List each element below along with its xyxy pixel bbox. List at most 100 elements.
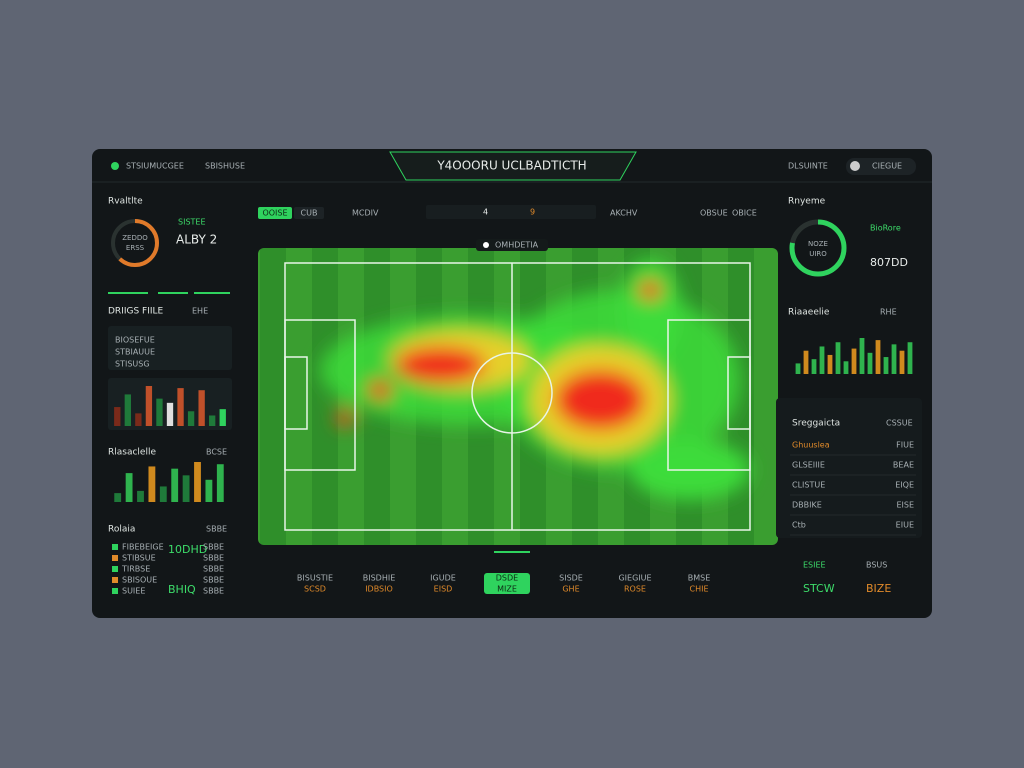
tab[interactable] <box>294 207 324 219</box>
stat-label: DSDE <box>496 574 518 583</box>
tab-active[interactable] <box>258 207 292 219</box>
bar <box>875 340 881 374</box>
bar <box>216 464 224 502</box>
list-item: STIBSUE <box>122 554 156 563</box>
brand: STSIUMUCGEE <box>126 162 184 171</box>
caption: SISTEE <box>178 218 206 227</box>
score-bar <box>426 205 596 219</box>
stat: AKCHV <box>610 209 638 218</box>
table-cell: FIUE <box>896 441 914 450</box>
table-cell: EIQE <box>895 481 914 490</box>
nav-item[interactable]: SBISHUSE <box>205 162 245 171</box>
stat-value: IDBSIO <box>365 585 393 594</box>
logo <box>111 162 119 170</box>
avatar <box>850 161 860 171</box>
value: 807DD <box>870 256 908 269</box>
legend-swatch <box>112 588 118 594</box>
list-item: FIBEBEIGE <box>122 543 164 552</box>
panel-tag: EHE <box>192 307 208 316</box>
list-title: Rolaia <box>108 525 135 535</box>
stat-label: BMSE <box>688 574 711 583</box>
legend-swatch <box>112 544 118 550</box>
gauge-title: Rvaltlte <box>108 197 143 207</box>
bar <box>194 462 201 502</box>
bar <box>205 479 213 502</box>
stat-value: EISD <box>434 585 453 594</box>
stat-value: SCSD <box>304 585 326 594</box>
bar <box>891 344 897 374</box>
list-item: TIRBSE <box>121 565 150 574</box>
label: BioRore <box>870 224 901 233</box>
list-tag: SBBE <box>203 565 224 574</box>
gauge-title: Rnyeme <box>788 197 826 207</box>
list-tag: SBBE <box>203 587 224 596</box>
bar <box>135 413 142 426</box>
stat-value: GHE <box>562 585 579 594</box>
user-name[interactable]: DLSUINTE <box>788 162 828 171</box>
bar <box>819 346 825 374</box>
stat-label: BISDHIE <box>363 574 396 583</box>
bar <box>219 409 226 426</box>
bar <box>859 338 865 374</box>
heatmap <box>320 260 750 500</box>
list-tag: SBBE <box>203 554 224 563</box>
stat-label: BISUSTIE <box>297 574 333 583</box>
bar <box>899 350 905 374</box>
gauge-text: ZEDDO <box>122 234 148 242</box>
bar <box>867 352 873 374</box>
bar <box>209 415 216 426</box>
bar <box>835 342 841 374</box>
stat-label: SISDE <box>559 574 583 583</box>
stat-value: CHIE <box>689 585 708 594</box>
row: STISUSG <box>115 360 150 369</box>
search-box[interactable] <box>846 158 916 175</box>
bar <box>883 357 889 374</box>
stat-value: ROSE <box>624 585 646 594</box>
legend-swatch <box>112 577 118 583</box>
bar <box>795 363 801 374</box>
bar <box>843 361 849 374</box>
bar <box>907 342 913 374</box>
bar <box>114 493 122 502</box>
bar <box>187 411 195 426</box>
list-tag: SBBE <box>203 576 224 585</box>
row: STBIAUUE <box>115 348 155 357</box>
stat-label: IGUDE <box>430 574 456 583</box>
bar <box>851 348 857 374</box>
bar <box>125 473 133 502</box>
bar <box>137 490 144 502</box>
list-item: SBISOUE <box>122 576 157 585</box>
chart-title: Riaaeelie <box>788 308 830 318</box>
panel <box>108 326 232 370</box>
bar <box>156 398 163 426</box>
bar <box>159 486 167 502</box>
table-cell: CLISTUE <box>792 481 825 490</box>
list-big: 10DHD <box>168 543 207 556</box>
table-cell: DBBIKE <box>792 501 822 510</box>
bar <box>198 390 205 426</box>
list-item: SUIEE <box>122 587 145 596</box>
table-title: Sreggaicta <box>792 419 840 429</box>
bar <box>803 350 809 374</box>
chart-tag: RHE <box>880 308 897 317</box>
panel-title: DRIIGS FIILE <box>108 307 164 317</box>
table-tag: CSSUE <box>886 419 913 428</box>
filter[interactable]: MCDIV <box>352 209 379 218</box>
score-right: 9 <box>530 208 535 217</box>
list-tag: SBBE <box>206 525 227 534</box>
pitch-badge <box>476 239 548 251</box>
table-panel <box>776 398 922 538</box>
search-text: CIEGUE <box>872 162 902 171</box>
bar <box>124 394 131 426</box>
table-cell: Ctb <box>792 521 806 530</box>
bar <box>827 354 833 374</box>
foot-label: ESIEE <box>803 561 826 570</box>
bar <box>171 468 179 502</box>
chart-title: Rlasaclelle <box>108 448 156 458</box>
bar <box>811 359 817 374</box>
tab-label: CUB <box>301 209 318 218</box>
chart-tag: BCSE <box>206 448 227 457</box>
bar <box>166 402 174 426</box>
pitch-lines <box>284 262 751 531</box>
